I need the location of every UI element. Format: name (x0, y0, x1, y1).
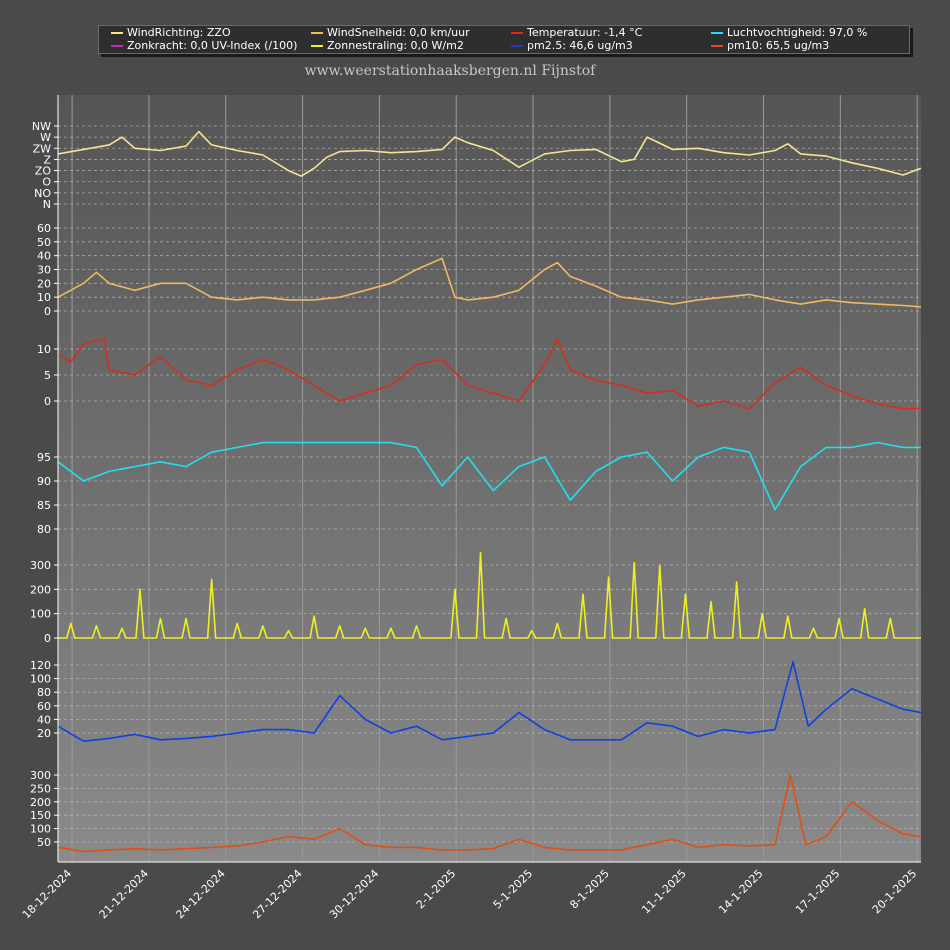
y-tick-label: N (43, 198, 51, 211)
legend-label: Zonkracht: 0,0 UV-Index (/100) (127, 39, 298, 52)
legend-item: pm10: 65,5 ug/m3 (711, 39, 829, 52)
series-line-luchtvochtigheid (57, 441, 921, 511)
legend-label: WindRichting: ZZO (127, 26, 231, 39)
y-tick-label: 10 (37, 343, 51, 356)
y-tick-label: Z (43, 153, 51, 166)
y-tick-label: 20 (37, 277, 51, 290)
series-line-windsnelheid (57, 257, 922, 308)
legend-swatch (311, 32, 323, 34)
legend-item: Zonkracht: 0,0 UV-Index (/100) (111, 39, 297, 52)
legend-label: Zonnestraling: 0,0 W/m2 (327, 39, 464, 52)
x-tick-label: 5-1-2025 (491, 867, 536, 912)
y-tick-label: 150 (30, 809, 51, 822)
y-tick-label: 200 (30, 583, 51, 596)
y-tick-label: 50 (37, 236, 51, 249)
y-tick-label: ZO (35, 165, 52, 178)
y-tick-label: 200 (30, 796, 51, 809)
legend: WindRichting: ZZO WindSnelheid: 0,0 km/uu… (98, 25, 910, 54)
y-tick-label: NW (32, 120, 51, 133)
y-tick-label: 300 (30, 769, 51, 782)
y-tick-label: 120 (30, 659, 51, 672)
y-tick-label: 60 (37, 700, 51, 713)
legend-item: Temperatuur: -1,4 °C (511, 26, 642, 39)
x-tick-label: 18-12-2024 (20, 867, 74, 921)
x-tick-label: 17-1-2025 (793, 867, 842, 916)
y-tick-label: 100 (30, 823, 51, 836)
y-tick-label: 5 (44, 369, 51, 382)
x-tick-label: 24-12-2024 (173, 867, 227, 921)
y-tick-label: O (42, 176, 51, 189)
legend-swatch (111, 32, 123, 34)
legend-label: pm10: 65,5 ug/m3 (727, 39, 830, 52)
legend-item: Luchtvochtigheid: 97,0 % (711, 26, 867, 39)
series-line-pm2-5 (57, 660, 922, 742)
legend-item: WindRichting: ZZO (111, 26, 231, 39)
x-tick-label: 8-1-2025 (567, 867, 612, 912)
y-tick-label: ZW (33, 142, 52, 155)
y-tick-label: NO (34, 187, 51, 200)
legend-swatch (511, 32, 523, 34)
legend-item: WindSnelheid: 0,0 km/uur (311, 26, 470, 39)
y-tick-label: 50 (37, 836, 51, 849)
y-tick-label: 60 (37, 222, 51, 235)
y-tick-label: 0 (44, 632, 51, 645)
legend-swatch (711, 45, 723, 47)
y-tick-label: 85 (37, 499, 51, 512)
legend-label: Temperatuur: -1,4 °C (527, 26, 643, 39)
y-tick-label: 40 (37, 713, 51, 726)
y-tick-label: 40 (37, 250, 51, 263)
y-tick-label: 100 (30, 673, 51, 686)
legend-label: Luchtvochtigheid: 97,0 % (727, 26, 868, 39)
x-tick-label: 14-1-2025 (716, 867, 765, 916)
series-line-windrichting (57, 130, 922, 177)
x-tick-label: 21-12-2024 (97, 867, 151, 921)
y-tick-label: 90 (37, 475, 51, 488)
y-tick-label: 0 (44, 305, 51, 318)
y-tick-label: 80 (37, 523, 51, 536)
legend-label: WindSnelheid: 0,0 km/uur (327, 26, 470, 39)
y-tick-label: 80 (37, 686, 51, 699)
legend-label: pm2.5: 46,6 ug/m3 (527, 39, 633, 52)
y-tick-label: 100 (30, 608, 51, 621)
y-tick-label: 20 (37, 727, 51, 740)
series-line-zonnestraling (58, 552, 921, 639)
x-tick-label: 27-12-2024 (250, 867, 304, 921)
y-tick-label: 300 (30, 559, 51, 572)
series-line-temperatuur (57, 337, 922, 410)
x-tick-label: 30-12-2024 (327, 867, 381, 921)
chart-title: www.weerstationhaaksbergen.nl Fijnstof (304, 63, 596, 79)
legend-swatch (111, 45, 123, 47)
y-tick-label: W (40, 131, 51, 144)
x-tick-label: 11-1-2025 (639, 867, 688, 916)
y-tick-label: 250 (30, 782, 51, 795)
x-tick-label: 2-1-2025 (414, 867, 459, 912)
legend-item: pm2.5: 46,6 ug/m3 (511, 39, 633, 52)
y-tick-label: 95 (37, 451, 51, 464)
legend-item: Zonnestraling: 0,0 W/m2 (311, 39, 464, 52)
series-line-pm10 (57, 774, 922, 853)
legend-swatch (511, 45, 523, 47)
legend-swatch (711, 32, 723, 34)
legend-swatch (311, 45, 323, 47)
y-tick-label: 10 (37, 291, 51, 304)
x-tick-label: 20-1-2025 (870, 867, 919, 916)
plot-area (58, 95, 921, 862)
y-tick-label: 30 (37, 264, 51, 277)
y-tick-label: 0 (44, 395, 51, 408)
